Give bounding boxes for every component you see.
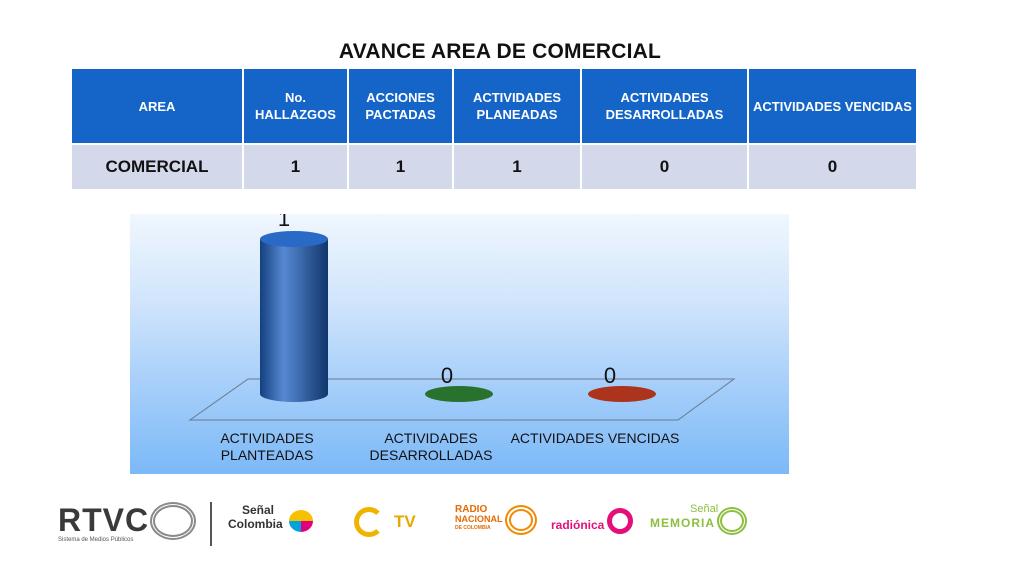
cell-vencidas: 0 bbox=[748, 143, 916, 189]
radio-nacional-line1: RADIO bbox=[455, 504, 488, 515]
bar-desarrolladas bbox=[425, 386, 493, 402]
header-vencidas: ACTIVIDADES VENCIDAS bbox=[748, 69, 916, 144]
page-title: AVANCE AREA DE COMERCIAL bbox=[338, 40, 662, 63]
chart-floor bbox=[188, 378, 736, 421]
cell-acciones: 1 bbox=[348, 143, 454, 189]
header-planeadas: ACTIVIDADES PLANEADAS bbox=[453, 69, 582, 144]
bar-top-vencidas bbox=[588, 386, 656, 402]
table-header-row: AREA No. HALLAZGOS ACCIONES PACTADAS ACT… bbox=[72, 69, 916, 144]
header-hallazgos: No. HALLAZGOS bbox=[243, 69, 349, 144]
category-label-desarrolladas: ACTIVIDADES DESARROLLADAS bbox=[369, 430, 493, 463]
bar-top-desarrolladas bbox=[425, 386, 493, 402]
header-area: AREA bbox=[72, 69, 244, 144]
table-row: COMERCIAL 1 1 1 0 0 bbox=[72, 143, 916, 189]
data-label-planteadas: 1 bbox=[278, 214, 290, 231]
radio-nacional-line3: DE COLOMBIA bbox=[455, 525, 491, 531]
tv-wordmark: TV bbox=[394, 512, 416, 531]
cell-area: COMERCIAL bbox=[72, 143, 244, 189]
bar-vencidas bbox=[588, 386, 656, 402]
logo-strip: RTVC Sistema de Medios Públicos Señal Co… bbox=[0, 490, 1024, 560]
bar-body-planteadas bbox=[260, 239, 328, 402]
data-label-desarrolladas: 0 bbox=[441, 363, 453, 388]
senal-memoria-line2: MEMORIA bbox=[650, 516, 715, 530]
rtvc-subtitle: Sistema de Medios Públicos bbox=[58, 537, 134, 543]
senal-colombia-line2: Colombia bbox=[228, 517, 283, 531]
senal-memoria-line1: Señal bbox=[690, 503, 719, 515]
bar-chart: 1 0 0 ACTIVIDADES PLANTEADAS ACTIVIDADES D… bbox=[130, 214, 789, 474]
rtvc-logo: RTVC Sistema de Medios Públicos bbox=[58, 504, 149, 543]
logo-divider bbox=[210, 502, 212, 546]
summary-table: AREA No. HALLAZGOS ACCIONES PACTADAS ACT… bbox=[72, 69, 916, 189]
category-label-planteadas: ACTIVIDADES PLANTEADAS bbox=[220, 430, 314, 463]
senal-colombia-swirl-icon bbox=[286, 507, 316, 535]
cell-hallazgos: 1 bbox=[243, 143, 349, 189]
senal-colombia-line1: Señal bbox=[242, 503, 275, 517]
radionica-wordmark: radiónica bbox=[551, 518, 605, 532]
radionica-o-icon bbox=[607, 508, 633, 534]
radio-nacional-swirl-icon bbox=[505, 505, 537, 535]
senal-memoria-swirl-icon bbox=[717, 507, 747, 535]
category-label-vencidas: ACTIVIDADES VENCIDAS bbox=[510, 430, 680, 446]
rtvc-swirl-icon bbox=[150, 502, 196, 540]
tv-swirl-icon bbox=[354, 507, 384, 537]
data-label-vencidas: 0 bbox=[604, 363, 616, 388]
cell-planeadas: 1 bbox=[453, 143, 582, 189]
rtvc-wordmark: RTVC bbox=[58, 502, 150, 538]
header-acciones: ACCIONES PACTADAS bbox=[348, 69, 454, 144]
header-desarrolladas: ACTIVIDADES DESARROLLADAS bbox=[581, 69, 749, 144]
cell-desarrolladas: 0 bbox=[581, 143, 749, 189]
bar-planteadas bbox=[260, 231, 328, 402]
chart-plot: 1 0 0 bbox=[188, 214, 736, 421]
bar-top-planteadas bbox=[260, 231, 328, 247]
radio-nacional-line2: NACIONAL bbox=[455, 514, 503, 524]
